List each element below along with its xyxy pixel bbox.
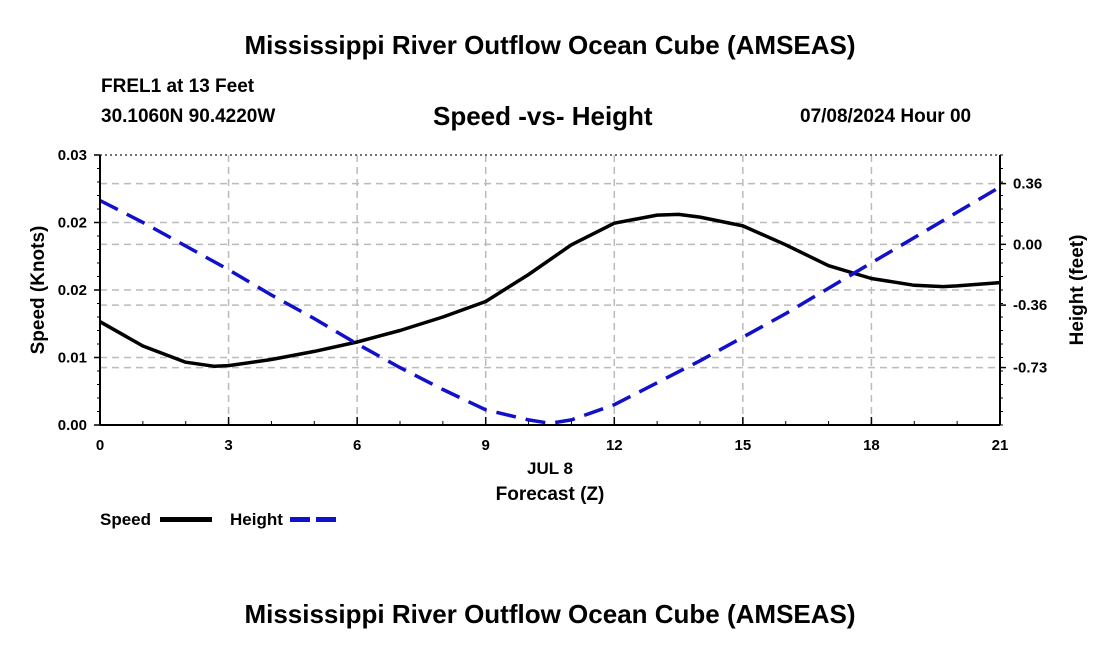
y2-tick-label: 0.00 xyxy=(1013,236,1042,253)
y-tick-label: 0.02 xyxy=(58,282,87,299)
y-tick-label: 0.02 xyxy=(58,215,87,232)
bottom-title: Mississippi River Outflow Ocean Cube (AM… xyxy=(244,599,856,629)
x-tick-label: 6 xyxy=(353,437,361,454)
x-tick-label: 3 xyxy=(224,437,232,454)
legend-speed-line xyxy=(160,517,212,522)
chart-title: Speed -vs- Height xyxy=(433,101,653,131)
legend-height-label: Height xyxy=(230,510,283,529)
legend-speed-label: Speed xyxy=(100,510,152,529)
y2-tick-label: -0.73 xyxy=(1013,360,1047,377)
y2-tick-label: 0.36 xyxy=(1013,176,1042,193)
x-tick-label: 9 xyxy=(482,437,490,454)
station-coordinates: 30.1060N 90.4220W xyxy=(101,106,276,127)
legend-height-line xyxy=(290,517,342,522)
y2-tick-label: -0.36 xyxy=(1013,297,1047,314)
x-tick-label: 21 xyxy=(992,437,1009,454)
series-speed-line xyxy=(99,212,1001,369)
main-title: Mississippi River Outflow Ocean Cube (AM… xyxy=(244,30,856,60)
x-tick-label: 0 xyxy=(96,437,104,454)
y-axis-label: Speed (Knots) xyxy=(28,226,49,355)
x-tick-label: 18 xyxy=(863,437,880,454)
x-tick-label: 12 xyxy=(606,437,623,454)
station-name: FREL1 at 13 Feet xyxy=(101,76,255,97)
series-layer xyxy=(99,185,1001,426)
x-axis-date-label: JUL 8 xyxy=(527,459,573,478)
grid-layer xyxy=(100,154,1000,425)
x-tick-label: 15 xyxy=(735,437,752,454)
forecast-date: 07/08/2024 Hour 00 xyxy=(800,106,972,127)
y2-axis-label: Height (feet) xyxy=(1067,235,1088,346)
axes-layer: 0 3 6 9 12 15 18 21 0.00 0.01 0.02 0.02 0.03 0.36 0.00… xyxy=(58,147,1047,454)
y-tick-label: 0.03 xyxy=(58,147,87,164)
y-tick-label: 0.00 xyxy=(58,417,87,434)
y-tick-label: 0.01 xyxy=(58,350,87,367)
x-axis-label: Forecast (Z) xyxy=(496,484,605,505)
